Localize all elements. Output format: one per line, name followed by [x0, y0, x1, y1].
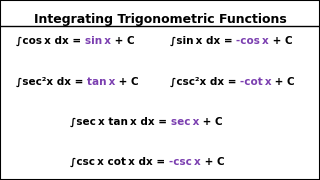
- Text: + C: + C: [201, 157, 225, 167]
- Text: ∫sec²x dx =: ∫sec²x dx =: [16, 77, 87, 87]
- Text: sin x: sin x: [85, 35, 111, 46]
- Text: Integrating Trigonometric Functions: Integrating Trigonometric Functions: [34, 13, 286, 26]
- Text: + C: + C: [199, 117, 223, 127]
- Text: ∫sec x tan x dx =: ∫sec x tan x dx =: [70, 117, 171, 127]
- Text: tan x: tan x: [87, 77, 116, 87]
- Text: + C: + C: [116, 77, 139, 87]
- Text: ∫sin x dx =: ∫sin x dx =: [170, 35, 236, 46]
- Text: ∫cos x dx =: ∫cos x dx =: [16, 35, 85, 46]
- Text: sec x: sec x: [171, 117, 199, 127]
- Text: -cos x: -cos x: [236, 35, 268, 46]
- Text: + C: + C: [268, 35, 292, 46]
- Text: -cot x: -cot x: [240, 77, 271, 87]
- Text: + C: + C: [271, 77, 295, 87]
- Text: ∫csc x cot x dx =: ∫csc x cot x dx =: [70, 157, 169, 167]
- Text: ∫csc²x dx =: ∫csc²x dx =: [170, 77, 240, 87]
- Text: -csc x: -csc x: [169, 157, 201, 167]
- Text: + C: + C: [111, 35, 134, 46]
